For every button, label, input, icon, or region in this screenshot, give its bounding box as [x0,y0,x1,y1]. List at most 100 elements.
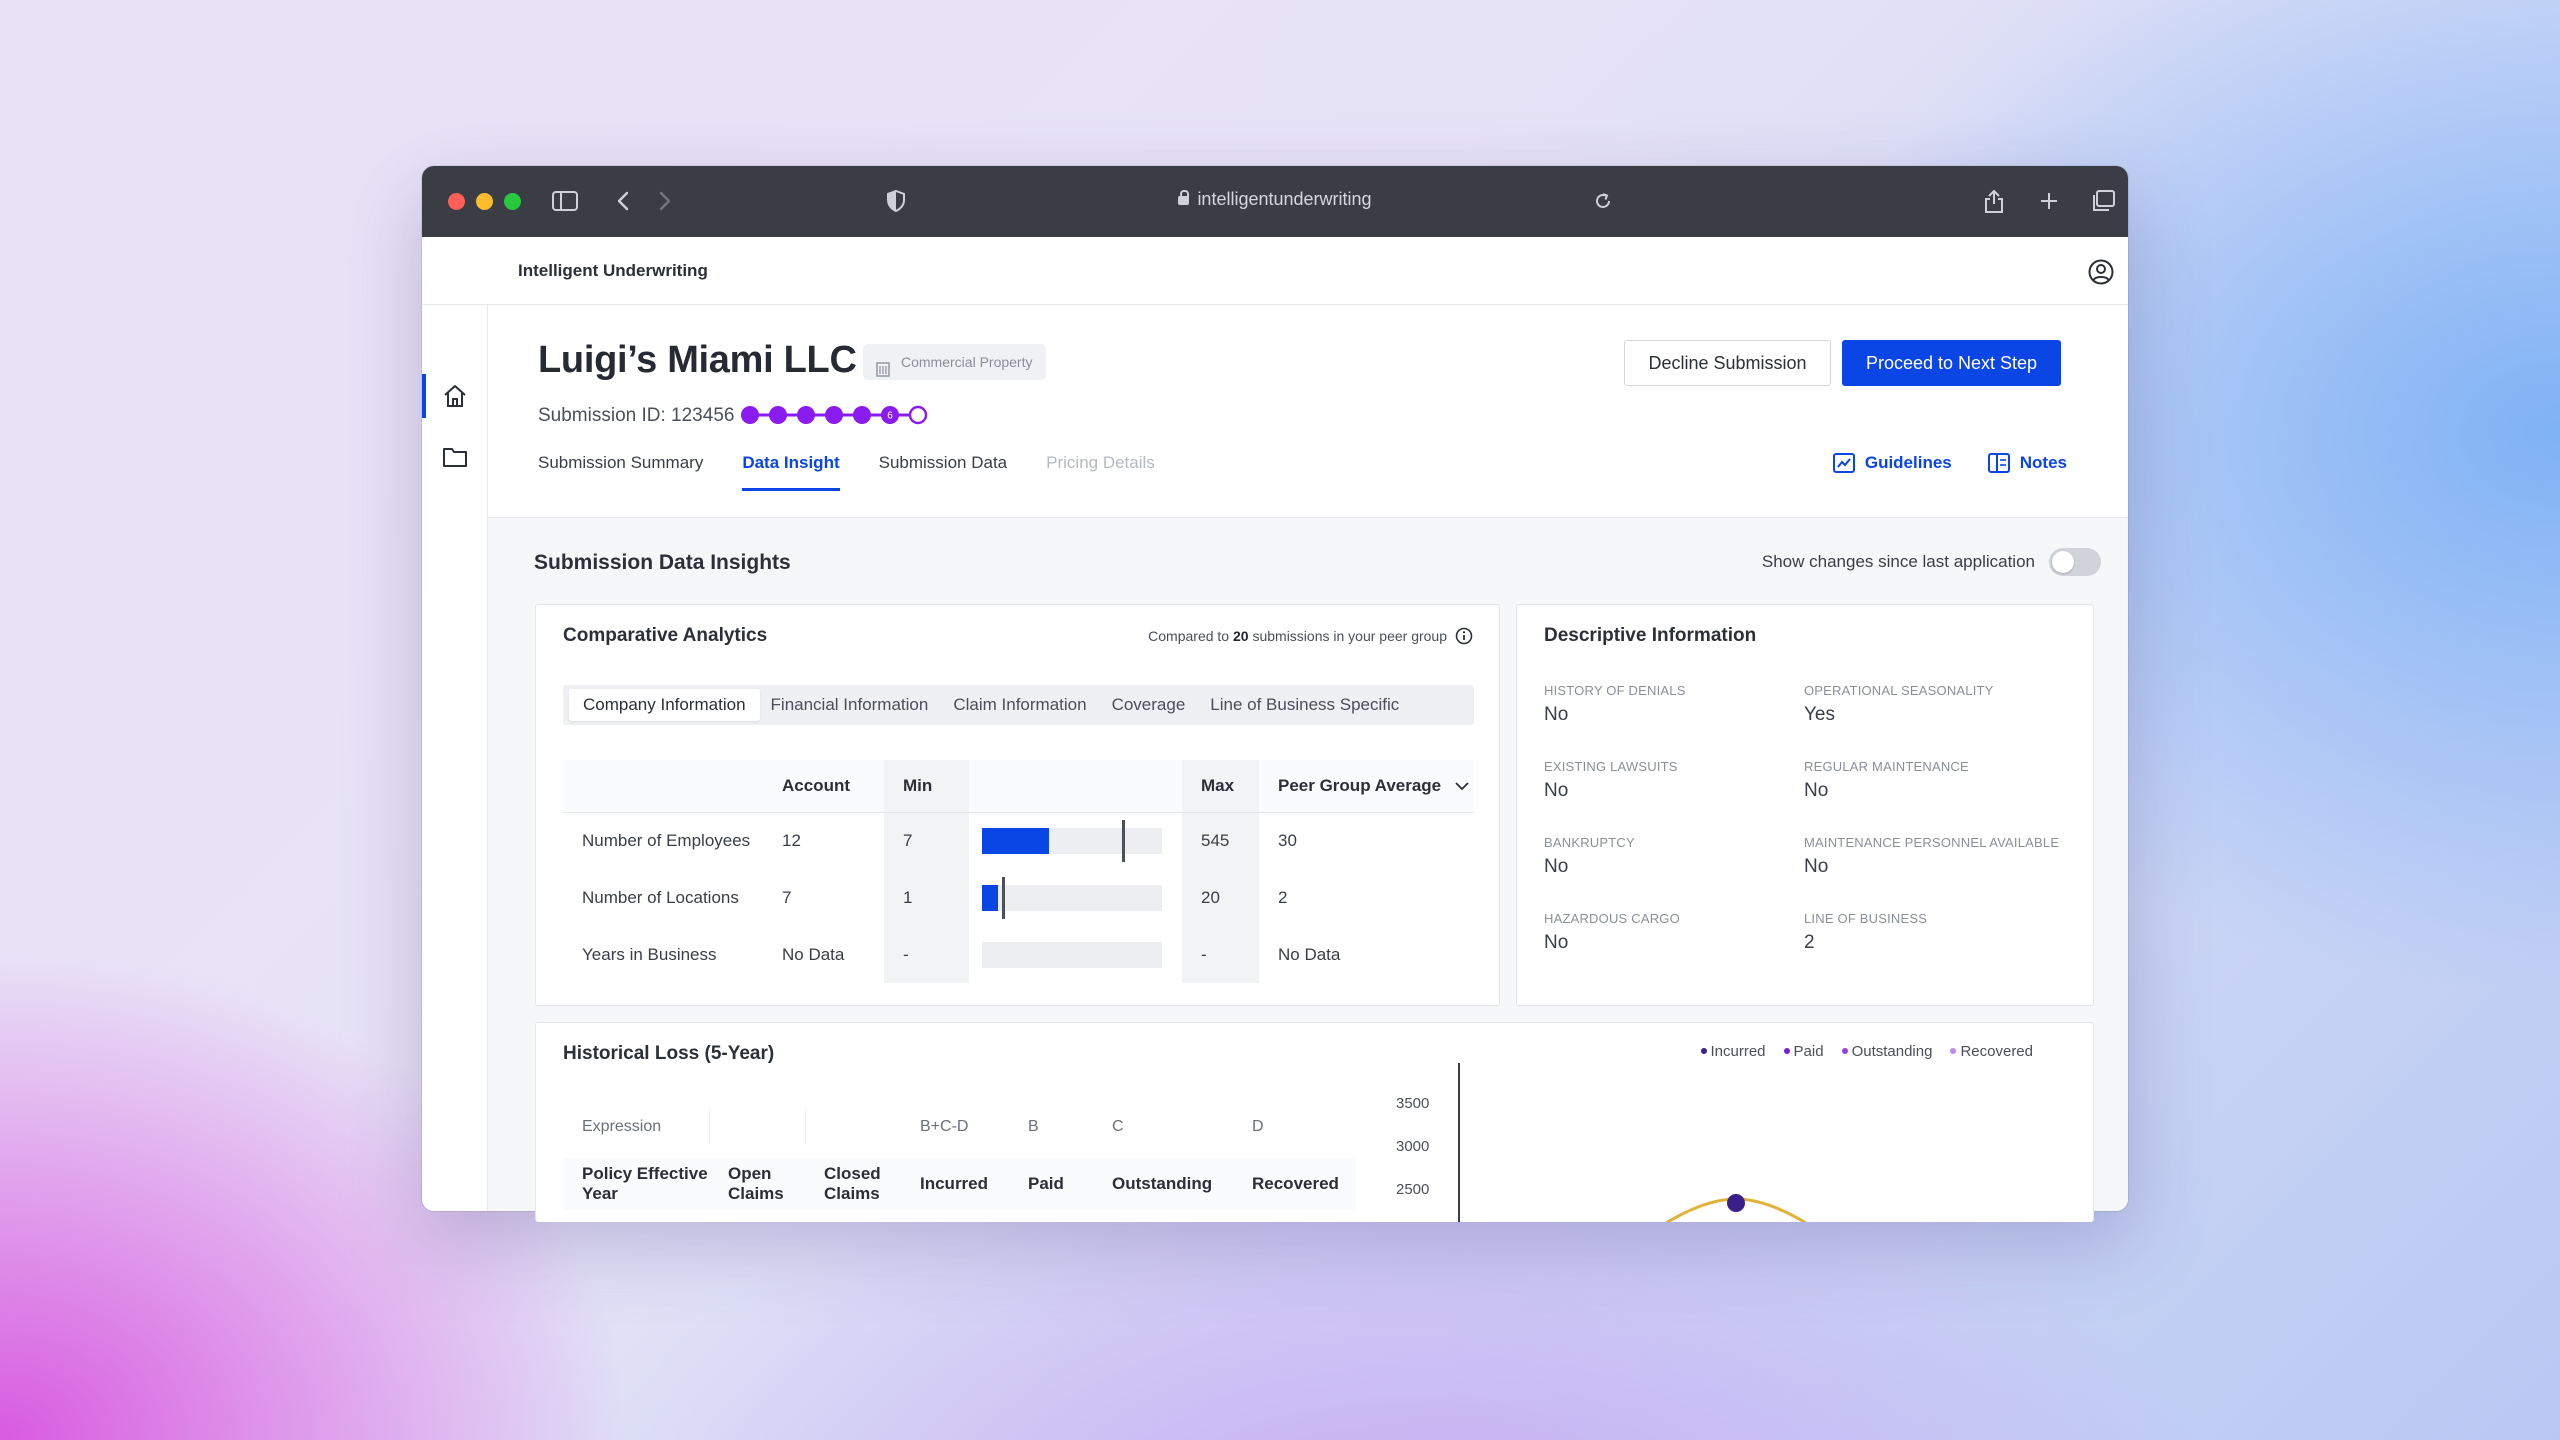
show-changes-toggle[interactable] [2049,548,2101,576]
range-bar-track [982,941,1162,968]
minimize-window-button[interactable] [476,193,493,210]
table-row: Years in Business No Data - - No Data [563,926,1474,983]
subtab-company-information[interactable]: Company Information [569,689,760,721]
side-rail [422,305,488,1211]
address-bar[interactable]: intelligentunderwriting [422,189,2128,210]
folder-icon[interactable] [436,438,474,476]
descriptive-label: HISTORY OF DENIALS [1544,683,1686,698]
peer-group-note: Compared to 20 submissions in your peer … [1148,627,1473,645]
line-of-business-label: Commercial Property [901,354,1033,370]
peer-average-value: 30 [1278,830,1297,850]
expression-cell [805,1109,901,1145]
progress-step [825,406,843,424]
share-icon[interactable] [1979,186,2009,216]
sidebar-toggle-icon[interactable] [550,186,580,216]
expression-cell: B [1028,1118,1039,1135]
legend-dot-icon [1783,1048,1790,1054]
legend-dot-icon [1841,1048,1848,1054]
table-row: Number of Locations 7 1 20 2 [563,869,1474,926]
historical-header-row: Policy Effective Year Open Claims Closed C… [563,1158,1356,1210]
app-brand: Intelligent Underwriting [518,261,708,280]
lock-icon [1178,190,1190,205]
progress-step-current [881,406,899,424]
subtab-claim-information[interactable]: Claim Information [953,695,1087,714]
progress-step [769,406,787,424]
url-text: intelligentunderwriting [1197,189,1372,209]
metric-label: Years in Business [582,944,717,964]
legend-item[interactable]: Paid [1783,1043,1824,1060]
min-value: 1 [884,869,969,926]
notes-label: Notes [2019,453,2067,472]
user-account-icon[interactable] [2088,259,2114,290]
home-icon[interactable] [436,377,474,415]
col-account: Account [763,760,884,813]
legend-item[interactable]: Outstanding [1841,1043,1932,1060]
descriptive-item: HISTORY OF DENIALS No [1544,683,1804,726]
range-bar-track [982,819,1162,862]
account-value: 7 [782,887,792,907]
account-bar-fill [982,827,1049,854]
new-tab-icon[interactable] [2034,186,2064,216]
subtab-coverage[interactable]: Coverage [1111,695,1186,714]
descriptive-value: No [1804,856,1829,877]
metric-label: Number of Locations [582,887,739,907]
col-range-bar [969,760,1182,813]
y-tick-label: 2500 [1396,1181,1430,1198]
range-bar [969,926,1182,983]
info-icon[interactable] [1455,627,1473,645]
tab-submission-data[interactable]: Submission Data [878,453,1008,472]
descriptive-item: MAINTENANCE PERSONNEL AVAILABLE No [1804,835,2064,878]
historical-column-header: Open Claims [728,1164,784,1203]
historical-column-header: Policy Effective Year [582,1164,708,1203]
legend-item[interactable]: Recovered [1950,1043,2033,1060]
descriptive-label: LINE OF BUSINESS [1804,911,1928,926]
comparative-table: Account Min Max Peer Group Average Numbe… [563,760,1474,983]
tab-overview-icon[interactable] [2088,186,2118,216]
legend-item[interactable]: Incurred [1700,1043,1766,1060]
descriptive-value: No [1544,856,1569,877]
legend-dot-icon [1950,1048,1957,1054]
descriptive-information: Descriptive Information HISTORY OF DENIA… [1516,604,2094,1006]
subtab-financial-information[interactable]: Financial Information [770,695,929,714]
col-min: Min [884,760,969,813]
forward-icon[interactable] [650,186,680,216]
window-controls [448,193,521,210]
subtab-line-of-business-specific[interactable]: Line of Business Specific [1210,695,1400,714]
expression-cell: C [1112,1118,1124,1135]
chart-line-fragment [1666,1194,1806,1222]
account-value: No Data [782,944,845,964]
chart-point [1727,1194,1745,1212]
notes-link[interactable]: Notes [1987,453,2067,473]
historical-loss: Historical Loss (5-Year) Incurred Paid Out… [535,1022,2094,1222]
zoom-window-button[interactable] [504,193,521,210]
back-icon[interactable] [608,186,638,216]
descriptive-label: HAZARDOUS CARGO [1544,911,1680,926]
progress-step-pending [908,405,928,425]
min-value: - [884,926,969,983]
account-bar-fill [982,884,999,911]
comparative-analytics: Comparative Analytics Compared to 20 sub… [535,604,1500,1006]
descriptive-item: REGULAR MAINTENANCE No [1804,759,2064,802]
privacy-shield-icon[interactable] [881,186,911,216]
progress-step [797,406,815,424]
col-peer-average[interactable]: Peer Group Average [1259,760,1474,813]
descriptive-value: Yes [1804,704,1835,725]
proceed-next-step-button[interactable]: Proceed to Next Step [1842,340,2061,386]
changes-toggle-label: Show changes since last application [1761,552,2035,571]
tab-data-insight[interactable]: Data Insight [742,453,840,491]
company-name: Luigi’s Miami LLC [538,339,857,381]
close-window-button[interactable] [448,193,465,210]
submission-id: Submission ID: 123456 [538,405,735,426]
historical-column-header: Recovered [1252,1174,1339,1193]
chevron-down-icon [1455,782,1469,791]
legend-label: Recovered [1960,1043,2033,1060]
reload-icon[interactable] [1588,186,1618,216]
account-value: 12 [782,830,801,850]
max-value: - [1182,926,1259,983]
peer-note-text: Compared to 20 submissions in your peer … [1148,628,1447,644]
historical-column-header: Incurred [920,1174,989,1193]
comparative-title: Comparative Analytics [563,625,768,646]
tab-submission-summary[interactable]: Submission Summary [538,453,704,472]
decline-submission-button[interactable]: Decline Submission [1624,340,1831,386]
guidelines-link[interactable]: Guidelines [1832,453,1952,473]
